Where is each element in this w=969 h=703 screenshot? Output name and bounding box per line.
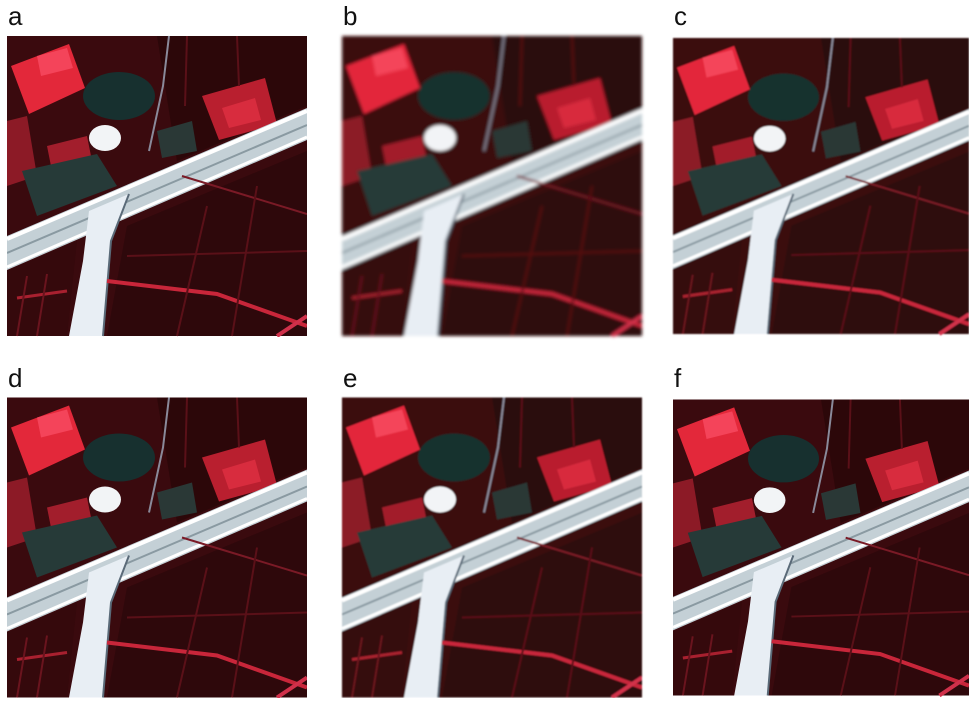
panel-label: e [343, 363, 357, 393]
satellite-image [7, 36, 307, 336]
satellite-image [673, 38, 969, 334]
satellite-image [7, 398, 307, 698]
panel-label: a [8, 1, 23, 31]
panel-label: f [674, 363, 682, 393]
panel-label: d [8, 363, 22, 393]
satellite-image [673, 400, 969, 696]
panel-label: c [674, 1, 687, 31]
satellite-image [342, 398, 642, 698]
satellite-image [342, 36, 642, 336]
panel-label: b [343, 1, 357, 31]
figure: a b c d e f [0, 0, 969, 698]
page: abcdef (() => { const data = JSON.parse(… [0, 0, 969, 698]
